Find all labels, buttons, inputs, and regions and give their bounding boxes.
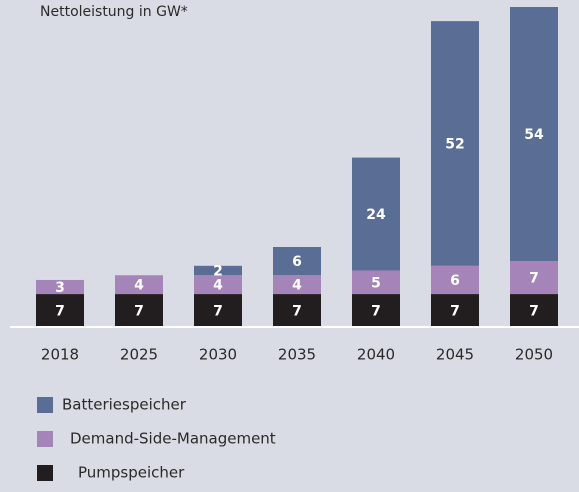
value-label: 4	[213, 278, 223, 294]
value-label: 7	[55, 304, 65, 320]
bar-segment	[115, 294, 163, 327]
value-label: 5	[371, 275, 381, 291]
bar-segment	[194, 294, 242, 327]
x-tick-label: 2050	[515, 346, 553, 364]
bar-segment	[194, 275, 242, 295]
value-label: 7	[213, 304, 223, 320]
value-label: 54	[524, 127, 544, 143]
bar-segment	[273, 294, 321, 327]
value-label: 7	[450, 304, 460, 320]
legend-swatch	[37, 431, 53, 447]
x-tick-label: 2018	[41, 346, 79, 364]
legend-swatch	[37, 465, 53, 481]
bar-segment	[352, 270, 400, 295]
legend-label: Pumpspeicher	[78, 464, 185, 482]
value-label: 52	[445, 136, 464, 152]
value-label: 7	[134, 304, 144, 320]
bar-segment	[510, 261, 558, 295]
bar-segment	[352, 157, 400, 271]
bar-segment	[431, 265, 479, 295]
bar-segment	[36, 279, 84, 295]
value-label: 6	[292, 254, 302, 270]
value-label: 3	[55, 280, 65, 296]
x-tick-label: 2045	[436, 346, 474, 364]
value-label: 2	[213, 264, 223, 280]
value-label: 6	[450, 273, 460, 289]
bar-segment	[510, 7, 558, 262]
x-tick-label: 2025	[120, 346, 158, 364]
x-tick-label: 2030	[199, 346, 237, 364]
bar-segment	[510, 294, 558, 327]
value-label: 7	[529, 304, 539, 320]
value-label: 4	[292, 278, 302, 294]
bar-segment	[273, 275, 321, 295]
bar-segment	[36, 294, 84, 327]
bar-segment	[431, 21, 479, 266]
bar-segment	[194, 265, 242, 276]
legend-label: Batteriespeicher	[62, 396, 187, 414]
value-label: 7	[529, 271, 539, 287]
legend-label: Demand-Side-Management	[70, 430, 276, 448]
x-tick-label: 2040	[357, 346, 395, 364]
bar-segment	[352, 294, 400, 327]
value-label: 24	[366, 207, 386, 223]
bar-segment	[115, 275, 163, 295]
value-label: 7	[292, 304, 302, 320]
bar-segment	[431, 294, 479, 327]
bar-segment	[273, 247, 321, 276]
chart-title: Nettoleistung in GW*	[40, 4, 188, 20]
value-label: 7	[371, 304, 381, 320]
x-tick-label: 2035	[278, 346, 316, 364]
value-label: 4	[134, 278, 144, 294]
legend-swatch	[37, 397, 53, 413]
